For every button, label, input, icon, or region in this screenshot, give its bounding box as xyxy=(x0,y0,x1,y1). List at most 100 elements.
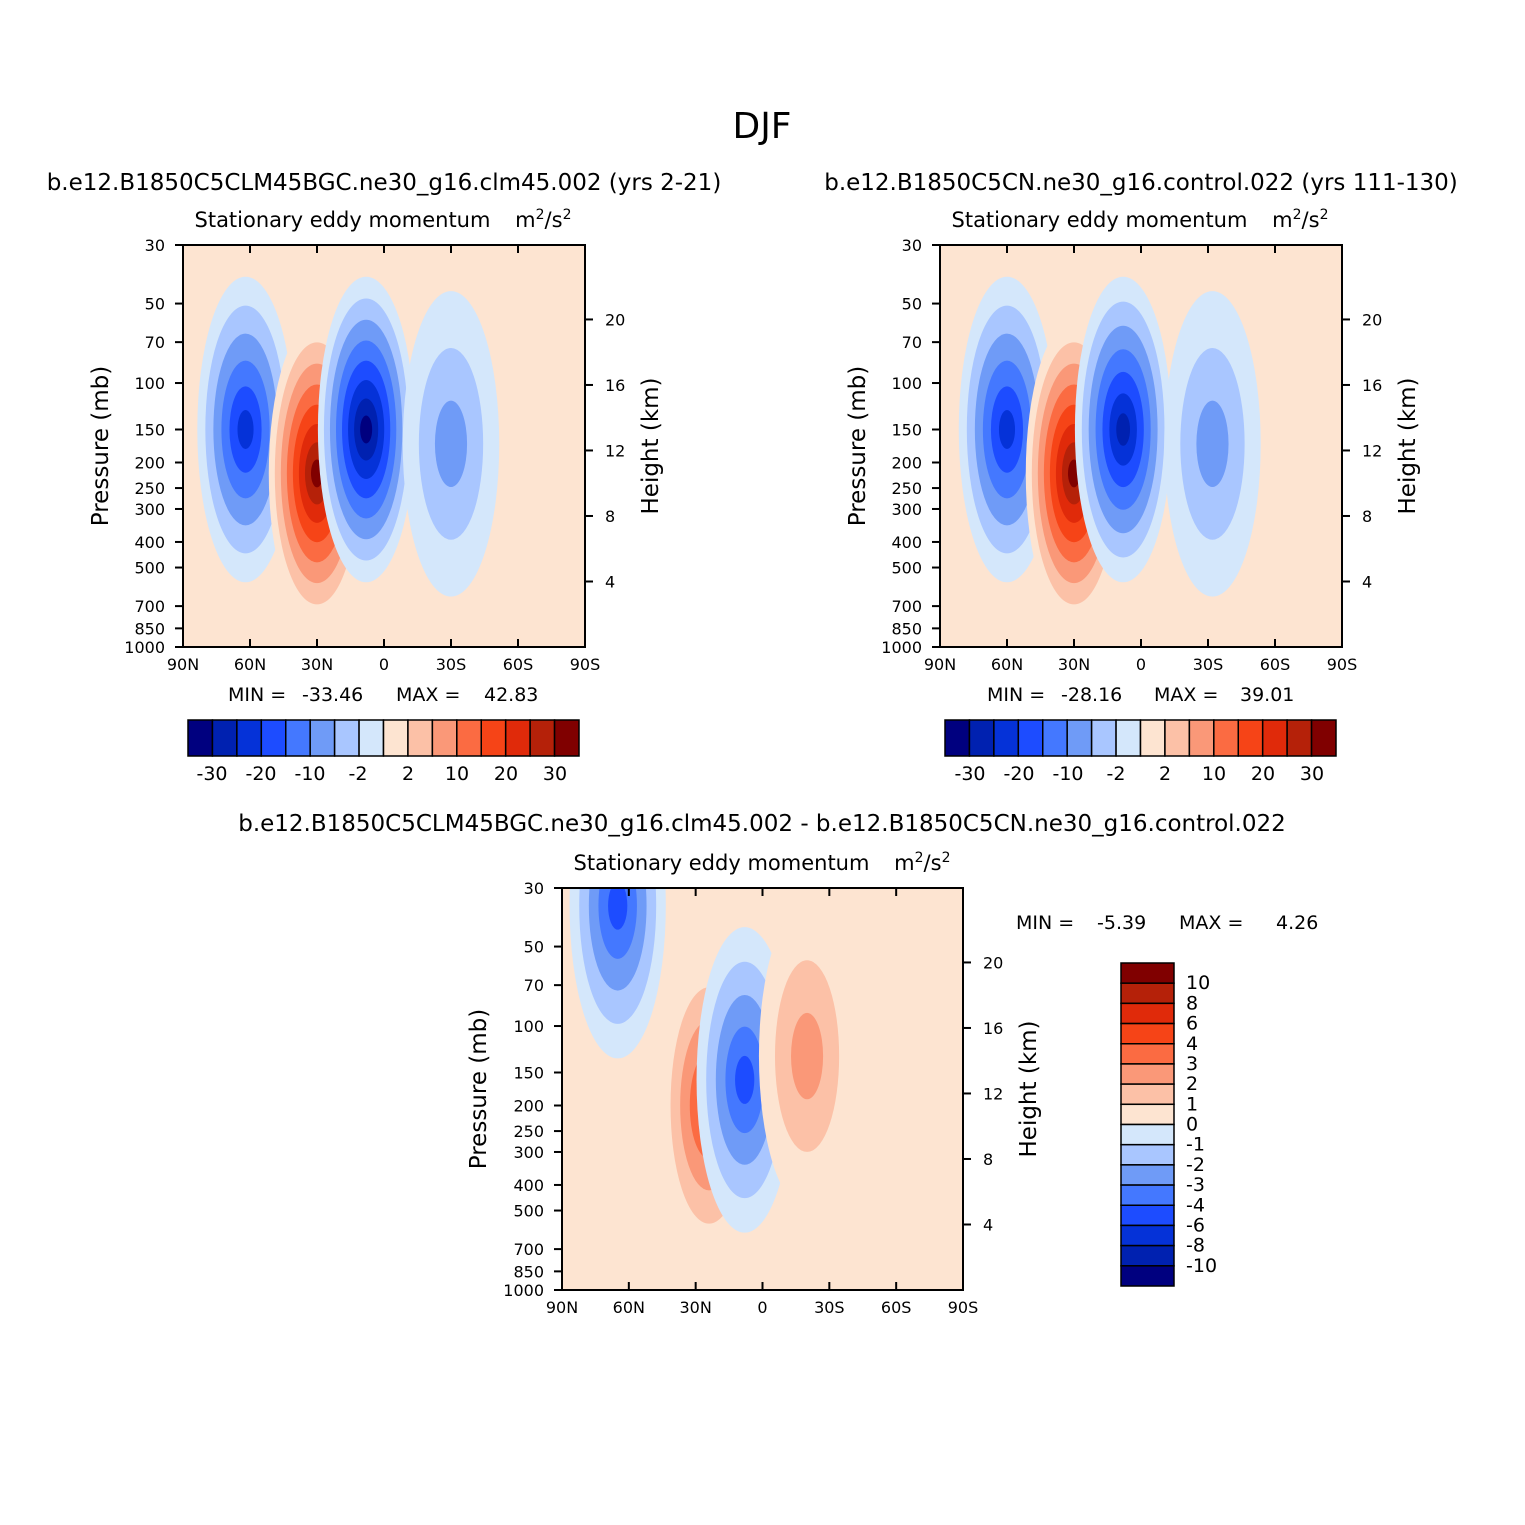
panel-1-x-tick-label: 60N xyxy=(234,655,266,674)
panel-diff-min-value: -5.39 xyxy=(1097,912,1146,934)
panel-1-colorbar-box xyxy=(504,719,531,757)
panel-2-title-text: Stationary eddy momentum xyxy=(952,208,1248,232)
panel-diff-y2-tick-label: 4 xyxy=(983,1215,993,1234)
panel-2-y-tick-label: 70 xyxy=(902,333,922,352)
panel-1-y-tick-label: 30 xyxy=(145,236,165,255)
panel-1-colorbar-label: -20 xyxy=(245,763,276,785)
panel-2-colorbar-box xyxy=(1066,719,1093,757)
panel-2-colorbar-box xyxy=(1188,719,1215,757)
panel-1-y-tick-label: 200 xyxy=(134,453,165,472)
panel-1-y2-tick-label: 8 xyxy=(605,507,615,526)
panel-2-case-title: b.e12.B1850C5CN.ne30_g16.control.022 (yr… xyxy=(824,170,1458,196)
panel-1-y2label: Height (km) xyxy=(638,377,664,514)
panel-diff-colorbar-label: 6 xyxy=(1186,1013,1198,1035)
panel-2-y2-tick-label: 12 xyxy=(1362,441,1382,460)
panel-2-y-tick-label: 400 xyxy=(891,533,922,552)
panel-diff-colorbar-box xyxy=(1120,1143,1175,1166)
panel-2-colorbar-box xyxy=(968,719,995,757)
panel-2-y-tick-label: 30 xyxy=(902,236,922,255)
panel-diff-colorbar-box xyxy=(1120,1043,1175,1065)
panel-diff-y-tick-label: 70 xyxy=(524,976,544,995)
panel-1-x-tick-label: 90S xyxy=(570,655,601,674)
panel-2-colorbar: -30 -20 -10 -2 2 10 20 30 xyxy=(944,719,1337,785)
panel-2-x-tick-label: 90S xyxy=(1327,655,1358,674)
panel-diff-contour-plot: 90N 60N 30N 0 30S 60S 90S 30 50 70 100 150 200 250 300… xyxy=(503,879,1003,1317)
panel-2-y-tick-label: 500 xyxy=(891,559,922,578)
panel-diff-colorbar-label: -3 xyxy=(1186,1174,1205,1196)
panel-2-ylabel: Pressure (mb) xyxy=(845,366,871,526)
panel-2-colorbar-box xyxy=(993,719,1020,757)
panel-1-contour-fill xyxy=(237,410,254,449)
panel-diff-min-label: MIN = xyxy=(1016,912,1074,934)
panel-diff-y2-tick-label: 8 xyxy=(983,1150,993,1169)
panel-1-colorbar-box xyxy=(529,719,556,757)
panel-2-colorbar-label: -10 xyxy=(1052,763,1083,785)
panel-diff-colorbar-box xyxy=(1120,1265,1175,1287)
panel-diff-contour-fill xyxy=(735,1055,755,1104)
panel-1-colorbar-label: 20 xyxy=(494,763,518,785)
panel-diff-colorbar-box xyxy=(1120,1123,1175,1146)
panel-1-max-value: 42.83 xyxy=(484,684,538,706)
panel-1-units-base: m xyxy=(515,208,535,232)
panel-diff-colorbar-box xyxy=(1120,982,1175,1005)
panel-diff-colorbar-box xyxy=(1120,1224,1175,1247)
panel-2-colorbar-box xyxy=(1286,719,1313,757)
panel-diff-colorbar-label: 8 xyxy=(1186,992,1198,1014)
panel-1: b.e12.B1850C5CLM45BGC.ne30_g16.clm45.002… xyxy=(47,170,722,785)
panel-1-feature-3 xyxy=(317,276,415,583)
panel-1-x-tick-label: 30N xyxy=(301,655,333,674)
panel-diff-x-tick-label: 90N xyxy=(546,1298,578,1317)
panel-2-y-tick-label: 700 xyxy=(891,597,922,616)
panel-1-units-sup2: 2 xyxy=(563,207,572,223)
panel-2-contour-fill xyxy=(998,410,1016,449)
panel-2-colorbar-box xyxy=(1213,719,1239,757)
panel-1-ylabel: Pressure (mb) xyxy=(88,366,114,526)
panel-diff-max-label: MAX = xyxy=(1179,912,1243,934)
panel-diff-colorbar-label: 1 xyxy=(1186,1093,1198,1115)
panel-diff-colorbar-box xyxy=(1120,1244,1175,1267)
panel-1-colorbar-label: 30 xyxy=(543,763,567,785)
panel-diff-colorbar-label: -6 xyxy=(1186,1214,1205,1236)
panel-1-y-tick-label: 150 xyxy=(134,421,165,440)
panel-1-contour-plot: 90N 60N 30N 0 30S 60S 90S 30 50 70 100 150 200 250 300… xyxy=(124,236,625,674)
panel-diff-colorbar-label: 2 xyxy=(1186,1073,1198,1095)
panel-diff-colorbar-label: 0 xyxy=(1186,1114,1198,1136)
panel-1-y-tick-label: 50 xyxy=(145,295,165,314)
panel-1-plot-title: Stationary eddy momentum m2/s2 xyxy=(195,207,572,232)
panel-1-case-title: b.e12.B1850C5CLM45BGC.ne30_g16.clm45.002… xyxy=(47,170,722,196)
panel-2-colorbar-label: 20 xyxy=(1251,763,1275,785)
panel-2-units-mid: /s xyxy=(1302,208,1320,232)
panel-diff-colorbar-box xyxy=(1120,1184,1175,1206)
panel-diff: b.e12.B1850C5CLM45BGC.ne30_g16.clm45.002… xyxy=(238,811,1318,1317)
panel-1-colorbar-box xyxy=(285,719,311,757)
panel-1-y-tick-label: 250 xyxy=(134,479,165,498)
panel-1-x-tick-label: 30S xyxy=(436,655,467,674)
panel-2-y-tick-label: 1000 xyxy=(881,638,922,657)
panel-2-units-sup1: 2 xyxy=(1293,207,1302,223)
panel-diff-max-value: 4.26 xyxy=(1276,912,1318,934)
panel-1-colorbar-box xyxy=(431,719,458,757)
panel-2-units-base: m xyxy=(1272,208,1292,232)
panel-diff-x-tick-label: 0 xyxy=(757,1298,767,1317)
panel-2-colorbar-label: -30 xyxy=(954,763,985,785)
panel-diff-feature-1 xyxy=(569,888,666,1059)
panel-diff-contour-fill xyxy=(791,1012,824,1100)
panel-1-colorbar-box xyxy=(382,719,409,757)
panel-2-colorbar-box xyxy=(1164,719,1191,757)
panel-1-colorbar-box xyxy=(187,719,214,757)
panel-2-colorbar-box xyxy=(1090,719,1117,757)
panel-2-max-label: MAX = xyxy=(1154,684,1218,706)
panel-1-max-label: MAX = xyxy=(396,684,460,706)
panel-1-colorbar-box xyxy=(211,719,238,757)
panel-1-x-tick-label: 90N xyxy=(167,655,199,674)
panel-diff-units-mid: /s xyxy=(924,851,942,875)
panel-2-feature-3 xyxy=(1074,276,1172,583)
panel-1-colorbar-label: 2 xyxy=(402,763,414,785)
panel-diff-feature-4 xyxy=(758,903,856,1209)
panel-2-y2-tick-label: 16 xyxy=(1362,376,1382,395)
panel-1-x-tick-label: 60S xyxy=(503,655,534,674)
panel-diff-y-tick-label: 150 xyxy=(513,1064,544,1083)
panel-1-colorbar-label: -10 xyxy=(294,763,325,785)
panel-diff-units-sup1: 2 xyxy=(915,850,924,866)
